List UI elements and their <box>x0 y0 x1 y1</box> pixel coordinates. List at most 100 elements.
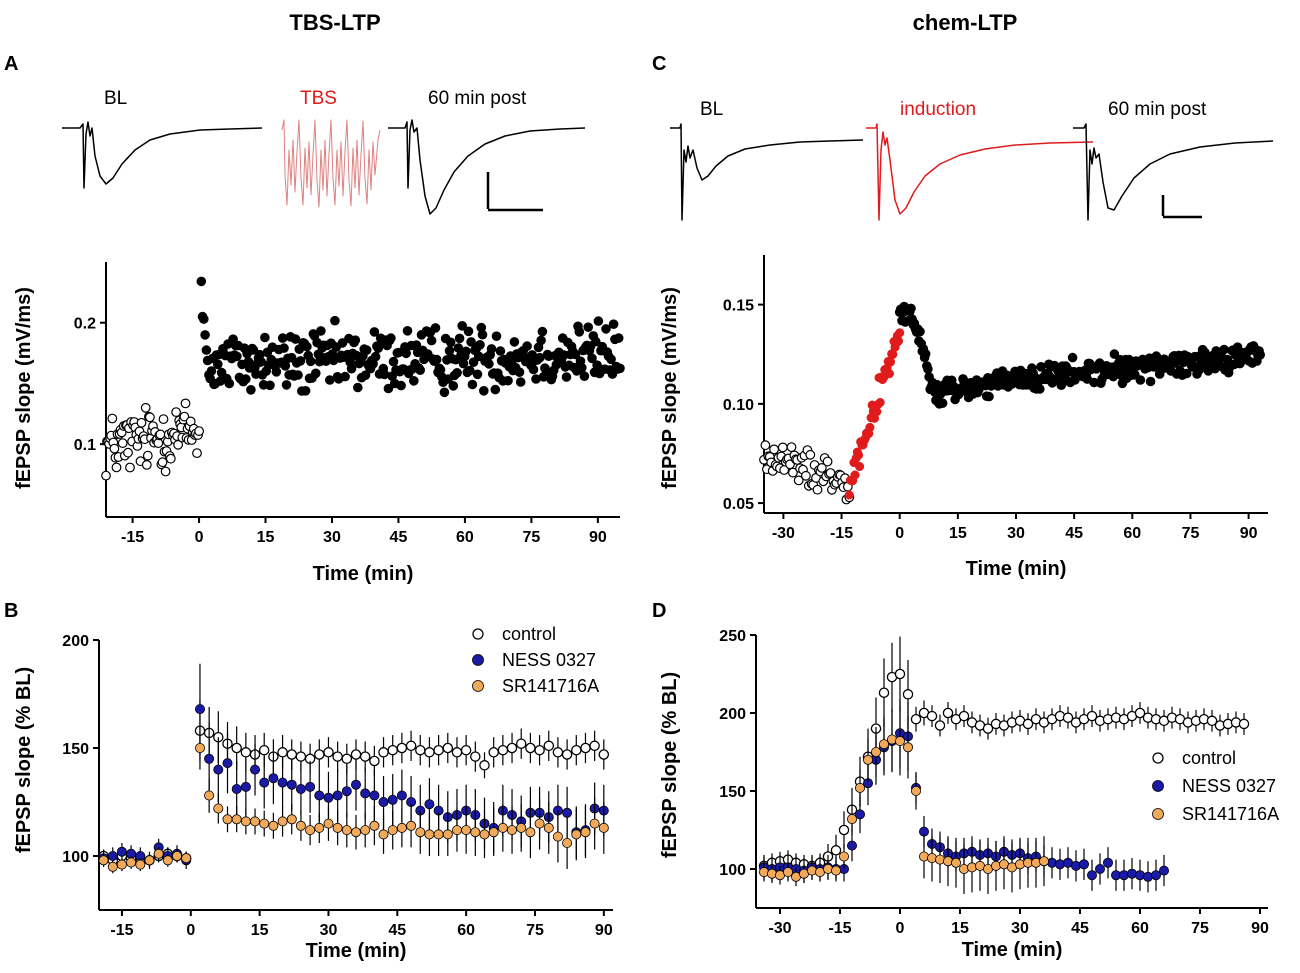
data-point <box>286 779 297 790</box>
x-tick-label: 15 <box>257 529 275 546</box>
data-point <box>350 827 361 838</box>
trace-label-post-c: 60 min post <box>1108 99 1207 120</box>
data-point <box>991 860 1002 871</box>
data-point <box>361 345 372 355</box>
data-point <box>268 820 279 831</box>
data-point <box>330 315 340 326</box>
data-point <box>875 397 885 408</box>
data-point <box>926 710 938 722</box>
data-point <box>793 475 804 486</box>
data-point <box>388 356 399 367</box>
data-point <box>893 336 904 346</box>
data-point <box>295 784 306 795</box>
data-point <box>807 865 818 876</box>
x-tick-label: 90 <box>589 529 607 546</box>
data-point <box>260 332 270 343</box>
data-point <box>160 466 171 477</box>
x-tick-label: 45 <box>390 529 408 546</box>
data-point <box>180 398 191 409</box>
y-tick-label: 100 <box>62 849 89 866</box>
data-point <box>495 346 506 356</box>
data-point <box>192 448 202 459</box>
data-point <box>580 742 591 754</box>
data-point <box>552 747 564 758</box>
trace-bl-a <box>62 121 263 189</box>
data-point <box>206 366 217 376</box>
data-point <box>884 369 894 379</box>
x-axis-title-b: Time (min) <box>306 940 407 962</box>
data-point <box>831 865 842 876</box>
chart-a: -15 0 15 30 45 60 75 90 0.1 0.2 Time (min) fEPSP sl… <box>13 262 625 585</box>
data-point <box>515 738 527 749</box>
data-point <box>536 335 546 346</box>
data-point <box>286 749 298 760</box>
data-point <box>405 740 417 752</box>
data-point <box>593 316 604 326</box>
data-point <box>111 462 122 473</box>
data-point <box>359 751 371 762</box>
data-point <box>386 333 396 343</box>
data-point <box>340 371 350 382</box>
data-point <box>332 790 343 801</box>
data-point <box>506 825 517 836</box>
data-point <box>853 450 864 460</box>
data-point <box>431 354 442 365</box>
data-point <box>249 816 260 827</box>
data-point <box>396 742 408 754</box>
data-point <box>194 743 205 754</box>
data-point <box>759 867 770 878</box>
data-point <box>561 372 572 382</box>
data-point <box>516 822 527 833</box>
data-point <box>295 356 306 366</box>
data-point <box>295 820 306 831</box>
data-point <box>369 327 380 337</box>
data-point <box>783 867 794 878</box>
data-point <box>1087 870 1098 881</box>
data-point <box>537 326 548 337</box>
data-point <box>801 470 811 481</box>
data-point <box>369 790 380 801</box>
data-point <box>323 747 334 758</box>
x-tick-label: 30 <box>320 922 338 939</box>
data-point <box>934 720 946 731</box>
data-point <box>439 387 450 398</box>
data-point <box>577 363 587 373</box>
data-point <box>895 328 905 338</box>
trace-label-induction: induction <box>900 99 976 120</box>
data-point <box>847 840 858 851</box>
data-point <box>878 687 890 698</box>
data-point <box>767 868 778 879</box>
data-point <box>248 345 259 355</box>
data-point <box>497 822 508 833</box>
data-point <box>123 447 133 458</box>
legend-label-ness-b: NESS 0327 <box>502 650 596 670</box>
data-point <box>216 367 227 378</box>
data-point <box>323 818 334 829</box>
series-baseline <box>101 398 205 481</box>
data-point <box>477 329 488 340</box>
x-tick-label: -15 <box>830 525 853 542</box>
data-point <box>484 359 494 369</box>
data-point <box>906 303 916 314</box>
data-point <box>895 736 906 747</box>
x-tick-label: -15 <box>828 920 851 937</box>
panel-letter-c: C <box>652 53 666 75</box>
data-point <box>805 449 816 460</box>
data-point <box>290 334 301 344</box>
legend-label-control-d: control <box>1182 748 1236 768</box>
data-point <box>574 327 585 337</box>
data-point <box>1109 349 1120 359</box>
data-point <box>314 749 325 760</box>
x-tick-label: 0 <box>896 920 905 937</box>
series-post-tbs <box>196 276 625 398</box>
data-point <box>488 747 499 758</box>
data-point <box>204 790 215 801</box>
data-point <box>314 822 325 833</box>
data-point <box>258 744 270 756</box>
data-point <box>153 848 164 859</box>
data-point <box>479 386 489 396</box>
data-point <box>1219 344 1229 355</box>
data-point <box>383 383 394 394</box>
data-point <box>302 341 312 352</box>
data-point <box>442 829 453 840</box>
